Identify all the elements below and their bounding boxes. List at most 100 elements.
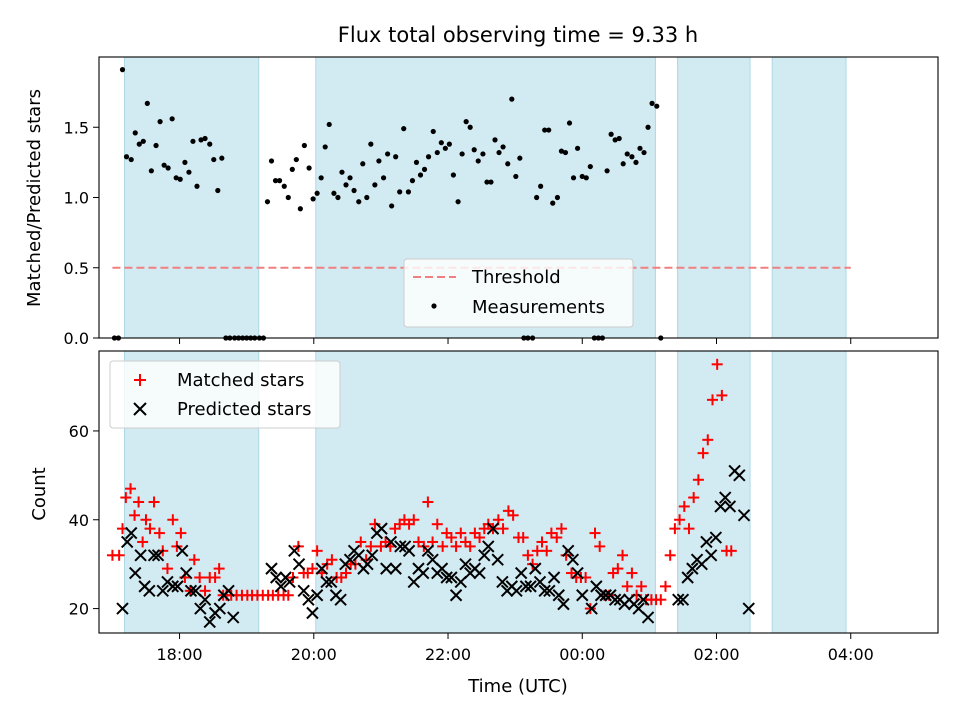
predicted-x-b xyxy=(189,584,202,598)
predicted-x-b xyxy=(352,549,365,562)
bottom-x-ticks: 18:00 20:00 22:00 00:00 02:00 04:00 xyxy=(156,633,874,664)
predicted-x-b xyxy=(227,611,240,624)
matched-star-marker xyxy=(188,554,200,566)
predicted-x-b xyxy=(274,580,288,593)
predicted-star-marker xyxy=(380,562,393,575)
matched-star-marker xyxy=(555,523,567,535)
observing-window-band xyxy=(771,350,847,634)
measurement-point xyxy=(194,183,200,189)
measurement-point xyxy=(500,144,506,150)
matched-star-marker xyxy=(148,496,160,508)
predicted-x-b xyxy=(171,580,184,593)
predicted-x-b xyxy=(576,589,589,602)
matched-star-marker xyxy=(711,358,723,370)
predicted-star-marker xyxy=(134,549,147,562)
observing-window-band xyxy=(677,350,751,634)
measurement-point xyxy=(211,156,217,163)
predicted-x-b xyxy=(543,584,556,598)
measurements-legend-label: Measurements xyxy=(472,297,605,318)
bottom-y-ticks: 20 40 60 xyxy=(69,422,99,619)
measurement-point xyxy=(343,182,349,188)
predicted-star-marker xyxy=(486,522,500,535)
matched-star-marker xyxy=(669,523,681,535)
predicted-star-marker xyxy=(203,615,216,629)
predicted-x-b xyxy=(571,566,584,580)
matched-star-marker xyxy=(431,518,443,530)
predicted-x-b xyxy=(459,557,472,571)
measurement-point xyxy=(434,149,440,156)
predicted-x-b xyxy=(288,544,301,558)
predicted-star-marker xyxy=(514,566,528,580)
measurement-point xyxy=(488,179,494,185)
measurement-point xyxy=(421,166,428,172)
measurement-point xyxy=(322,144,328,150)
predicted-star-marker xyxy=(222,584,235,598)
matched-star-marker xyxy=(683,523,695,535)
matched-star-marker xyxy=(355,536,367,548)
predicted-x-b xyxy=(129,566,142,580)
matched-star-marker xyxy=(531,545,543,557)
x-tick-label: 18:00 xyxy=(156,645,202,664)
y-tick-label: 1.0 xyxy=(64,189,89,208)
measurement-point xyxy=(509,96,515,102)
predicted-x-b xyxy=(269,571,283,584)
measurement-point xyxy=(574,145,581,151)
measurement-point xyxy=(264,199,271,205)
predicted-x-b xyxy=(194,602,207,615)
predicted-star-marker xyxy=(529,562,542,575)
matched-star-marker xyxy=(621,580,633,592)
matched-star-marker xyxy=(113,549,125,561)
predicted-star-marker xyxy=(129,566,142,580)
predicted-x-b xyxy=(672,593,685,606)
measurement-point xyxy=(562,149,569,156)
predicted-x-b xyxy=(147,549,161,562)
y-tick-label: 40 xyxy=(69,511,89,530)
measurement-point xyxy=(413,159,420,165)
measurement-point xyxy=(376,158,382,164)
predicted-star-marker xyxy=(171,580,184,593)
predicted-star-marker xyxy=(361,557,374,571)
predicted-star-marker xyxy=(733,469,746,482)
predicted-x-b xyxy=(599,589,612,602)
bottom-x-axis-label: Time (UTC) xyxy=(467,676,568,697)
measurement-point xyxy=(119,67,126,73)
predicted-star-marker xyxy=(334,593,347,606)
predicted-star-marker xyxy=(478,549,491,562)
measurement-point xyxy=(570,175,577,181)
measurement-point xyxy=(165,165,171,171)
matched-star-marker xyxy=(120,492,132,504)
predicted-star-marker xyxy=(213,602,227,615)
y-tick-label: 0.5 xyxy=(64,259,89,278)
predicted-stars-series xyxy=(116,464,755,629)
measurement-point xyxy=(347,175,353,181)
matched-star-marker xyxy=(659,580,671,592)
y-tick-label: 0.0 xyxy=(64,329,89,348)
matched-star-marker xyxy=(688,492,700,504)
predicted-x-b xyxy=(302,593,315,606)
measurement-point xyxy=(335,194,341,201)
predicted-x-b xyxy=(384,535,398,549)
matched-star-marker xyxy=(140,514,152,526)
predicted-x-b xyxy=(566,553,580,566)
matched-star-marker xyxy=(635,580,647,592)
measurement-point xyxy=(654,103,660,109)
matched-star-marker xyxy=(655,594,667,606)
measurement-point xyxy=(401,126,407,132)
predicted-x-b xyxy=(632,602,645,615)
predicted-star-marker xyxy=(384,535,398,549)
matched-star-marker xyxy=(282,589,294,601)
matched-star-marker xyxy=(551,532,563,544)
matched-star-marker xyxy=(664,549,676,561)
measurement-point xyxy=(542,127,548,133)
measurement-point xyxy=(372,182,378,188)
predicted-x-b xyxy=(445,571,458,584)
predicted-star-marker xyxy=(594,589,608,602)
matched-star-marker xyxy=(678,500,690,512)
predicted-x-b xyxy=(594,589,608,602)
predicted-star-marker xyxy=(566,553,580,566)
predicted-star-marker xyxy=(641,611,655,624)
predicted-star-marker xyxy=(608,593,622,606)
predicted-x-b xyxy=(510,584,523,598)
predicted-star-marker xyxy=(416,566,430,580)
matched-star-marker xyxy=(517,532,529,544)
